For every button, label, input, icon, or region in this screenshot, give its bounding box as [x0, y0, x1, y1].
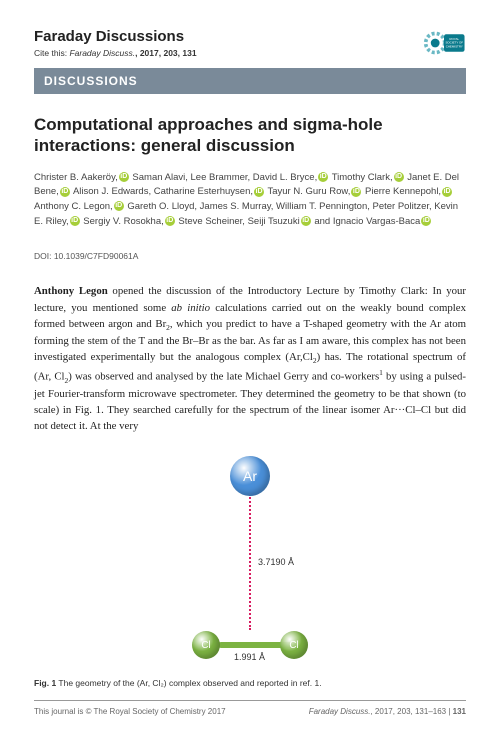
- orcid-icon: iD: [60, 187, 70, 197]
- article-title: Computational approaches and sigma-hole …: [34, 114, 466, 157]
- footer-rest: , 2017, 203, 131–163 |: [370, 707, 452, 716]
- header-row: Faraday Discussions Cite this: Faraday D…: [34, 28, 466, 58]
- cite-journal: Faraday Discuss.: [69, 48, 135, 58]
- figure-label: Fig. 1: [34, 678, 56, 688]
- cite-prefix: Cite this:: [34, 48, 69, 58]
- atom-ar: Ar: [230, 456, 270, 496]
- orcid-icon: iD: [351, 187, 361, 197]
- author-list: Christer B. Aakeröy,iD Saman Alavi, Lee …: [34, 171, 466, 230]
- orcid-icon: iD: [254, 187, 264, 197]
- orcid-icon: iD: [70, 216, 80, 226]
- orcid-icon: iD: [165, 216, 175, 226]
- doi-line: DOI: 10.1039/C7FD90061A: [34, 251, 466, 261]
- svg-text:CHEMISTRY: CHEMISTRY: [446, 44, 463, 48]
- cite-rest: , 2017, 203, 131: [135, 48, 196, 58]
- distance-horizontal-label: 1.991 Å: [234, 652, 265, 662]
- body-paragraph: Anthony Legon opened the discussion of t…: [34, 283, 466, 434]
- figure-1: Ar Cl Cl 3.7190 Å 1.991 Å Fig. 1 The geometr…: [34, 456, 466, 688]
- rsc-logo: ROYAL SOCIETY OF CHEMISTRY: [422, 28, 466, 58]
- bond-vertical: [249, 494, 251, 630]
- page-footer: This journal is © The Royal Society of C…: [34, 707, 466, 716]
- orcid-icon: iD: [318, 172, 328, 182]
- atom-cl: Cl: [192, 631, 220, 659]
- molecule-diagram: Ar Cl Cl 3.7190 Å 1.991 Å: [180, 456, 320, 666]
- figure-caption: Fig. 1 The geometry of the (Ar, Cl₂) com…: [34, 678, 466, 688]
- footer-journal: Faraday Discuss.: [309, 707, 371, 716]
- article-page: Faraday Discussions Cite this: Faraday D…: [0, 0, 500, 734]
- orcid-icon: iD: [421, 216, 431, 226]
- header-left: Faraday Discussions Cite this: Faraday D…: [34, 28, 197, 58]
- orcid-icon: iD: [301, 216, 311, 226]
- footer-rule: [34, 700, 466, 701]
- orcid-icon: iD: [442, 187, 452, 197]
- orcid-icon: iD: [114, 201, 124, 211]
- footer-copyright: This journal is © The Royal Society of C…: [34, 707, 226, 716]
- cite-this-line: Cite this: Faraday Discuss., 2017, 203, …: [34, 48, 197, 58]
- footer-page: 131: [453, 707, 466, 716]
- orcid-icon: iD: [119, 172, 129, 182]
- footer-citation: Faraday Discuss., 2017, 203, 131–163 | 1…: [309, 707, 466, 716]
- journal-name: Faraday Discussions: [34, 28, 197, 45]
- atom-cl: Cl: [280, 631, 308, 659]
- distance-vertical-label: 3.7190 Å: [258, 557, 294, 567]
- discussions-bar: DISCUSSIONS: [34, 68, 466, 94]
- figure-caption-text: The geometry of the (Ar, Cl₂) complex ob…: [56, 678, 321, 688]
- orcid-icon: iD: [394, 172, 404, 182]
